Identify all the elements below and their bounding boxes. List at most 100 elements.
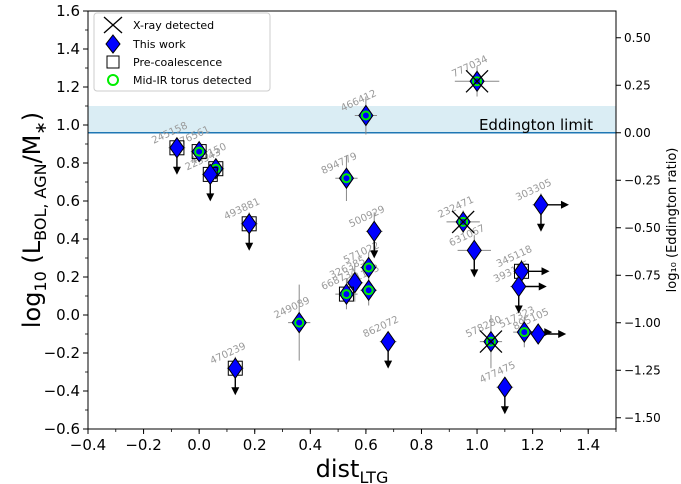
- diamond-marker-493881: [241, 212, 257, 235]
- y-tick-label-6: 0.6: [56, 192, 80, 210]
- y2-tick-label-6: 0.00: [624, 126, 651, 140]
- y-tick-label-0: −0.6: [44, 420, 80, 438]
- y-tick-label-1: −0.4: [44, 382, 80, 400]
- legend-torus-marker: [107, 74, 119, 86]
- y2-tick-label-0: −1.50: [624, 411, 661, 425]
- y-axis-title: log10 (LBOL, AGN/M∗): [18, 112, 50, 328]
- y-axis-title-open: (L: [18, 240, 46, 271]
- legend-xray-label: X-ray detected: [133, 19, 214, 32]
- eddington-band-layer: [88, 106, 616, 134]
- y2-tick-label-7: 0.25: [624, 78, 651, 92]
- x-tick-label-0: −0.4: [70, 436, 106, 454]
- upper-limit-arrowhead-393185: [514, 305, 523, 314]
- y-tick-label-5: 0.4: [56, 230, 80, 248]
- y-tick-label-7: 0.8: [56, 154, 80, 172]
- x-axis-title-main: dist: [316, 455, 360, 483]
- upper-limit-arrowhead-470239: [231, 387, 240, 396]
- upper-limit-arrowhead-493881: [245, 242, 254, 251]
- diamond-marker-477475: [497, 376, 513, 399]
- diamond-marker-631067: [466, 239, 482, 262]
- torus-marker-894779: [341, 173, 352, 184]
- y2-tick-label-3: −0.75: [624, 268, 661, 282]
- x-axis-title-subscript: LTG: [359, 468, 388, 484]
- diamond-marker-895105: [530, 323, 546, 345]
- torus-marker-517323: [519, 327, 530, 338]
- diamond-marker-476561: [191, 140, 207, 163]
- y-tick-label-10: 1.4: [56, 40, 80, 58]
- lower-limit-arrowhead-345118: [541, 267, 550, 276]
- diamond-marker-249089: [291, 311, 307, 334]
- upper-limit-arrowhead-862072: [384, 360, 393, 369]
- upper-limit-arrowhead-303305: [536, 223, 545, 232]
- torus-marker-578280: [485, 336, 496, 347]
- plot-frame: [87, 10, 617, 430]
- y-axis-title-log: log: [18, 292, 46, 329]
- x-tick-label-1: −0.2: [125, 436, 161, 454]
- y-tick-label-2: −0.2: [44, 344, 80, 362]
- y-axis-title-close: ): [18, 112, 46, 121]
- x-tick-label-6: 0.8: [410, 436, 434, 454]
- upper-limit-arrowhead-245158: [172, 166, 181, 175]
- diamond-marker-571022: [361, 256, 377, 279]
- x-axis-title: distLTG: [316, 455, 389, 484]
- xray-marker-b-232471: [451, 210, 475, 234]
- diamond-marker-223543: [202, 163, 218, 186]
- x-tick-label-7: 1.0: [465, 436, 489, 454]
- y-tick-label-9: 1.2: [56, 78, 80, 96]
- diamond-marker-303305: [533, 193, 549, 216]
- legend-pre-coalescence-label: Pre-coalescence: [133, 56, 222, 69]
- axis-layer: −0.4 −0.2 0.0 0.2 0.4 0.6 0.8 1.0 1.2 1.4−0.6−0.4…: [44, 2, 661, 454]
- x-tick-label-3: 0.2: [243, 436, 267, 454]
- y2-tick-label-5: −0.25: [624, 173, 661, 187]
- point-layer: [169, 69, 569, 415]
- y2-axis-title: log₁₀ (Eddington ratio): [665, 148, 680, 293]
- xray-marker-b-578280: [479, 330, 503, 354]
- upper-limit-arrowhead-223543: [206, 193, 215, 202]
- torus-marker-221173: [363, 285, 374, 296]
- diamond-marker-894779: [338, 167, 355, 190]
- legend-this-work-label: This work: [132, 38, 186, 51]
- diamond-marker-668734: [338, 283, 355, 305]
- diamond-marker-500929: [366, 220, 382, 243]
- diamond-marker-470239: [227, 357, 243, 380]
- y-axis-title-mass: /M: [18, 135, 46, 164]
- torus-marker-249089: [294, 317, 305, 328]
- x-tick-label-4: 0.4: [298, 436, 322, 454]
- legend-diamond-marker: [105, 34, 121, 54]
- legend: X-ray detected This work Pre-coalescence…: [93, 12, 271, 92]
- y-axis-title-subscript: BOL, AGN: [31, 163, 50, 240]
- y2-tick-label-4: −0.50: [624, 221, 661, 235]
- torus-marker-571022: [363, 262, 374, 273]
- diamond-marker-326385: [347, 271, 363, 294]
- upper-limit-arrowhead-500929: [370, 250, 379, 259]
- torus-marker-232471: [458, 216, 469, 227]
- upper-limit-arrowhead-477475: [500, 406, 509, 415]
- y-tick-label-3: 0.0: [56, 306, 80, 324]
- torus-marker-476561: [194, 146, 205, 157]
- x-tick-label-2: 0.0: [187, 436, 211, 454]
- lower-limit-arrowhead-303305: [560, 200, 569, 209]
- y-tick-label-11: 1.6: [56, 2, 80, 20]
- y-tick-label-8: 1.0: [56, 116, 80, 134]
- y2-tick-label-2: −1.00: [624, 316, 661, 330]
- eddington-limit-label: Eddington limit: [479, 116, 593, 134]
- upper-limit-arrowhead-631067: [470, 269, 479, 278]
- torus-marker-466412: [360, 110, 371, 121]
- diamond-marker-393185: [511, 275, 527, 298]
- eddington-band: [88, 106, 616, 133]
- diamond-marker-245158: [169, 136, 185, 159]
- diamond-marker-466412: [358, 104, 374, 127]
- y-axis-title-log-subscript: 10: [31, 271, 50, 291]
- diamond-marker-862072: [380, 330, 396, 353]
- x-tick-label-8: 1.2: [521, 436, 545, 454]
- legend-xray-marker: [103, 16, 123, 34]
- diamond-marker-517323: [516, 321, 532, 343]
- xray-marker-b-777034: [465, 69, 489, 93]
- legend-square-marker: [106, 55, 120, 69]
- torus-marker-777034: [472, 76, 483, 87]
- lower-limit-arrowhead-393185: [538, 282, 547, 291]
- x-tick-label-9: 1.4: [576, 436, 600, 454]
- y-tick-label-4: 0.2: [56, 268, 80, 286]
- legend-torus-label: Mid-IR torus detected: [133, 74, 252, 87]
